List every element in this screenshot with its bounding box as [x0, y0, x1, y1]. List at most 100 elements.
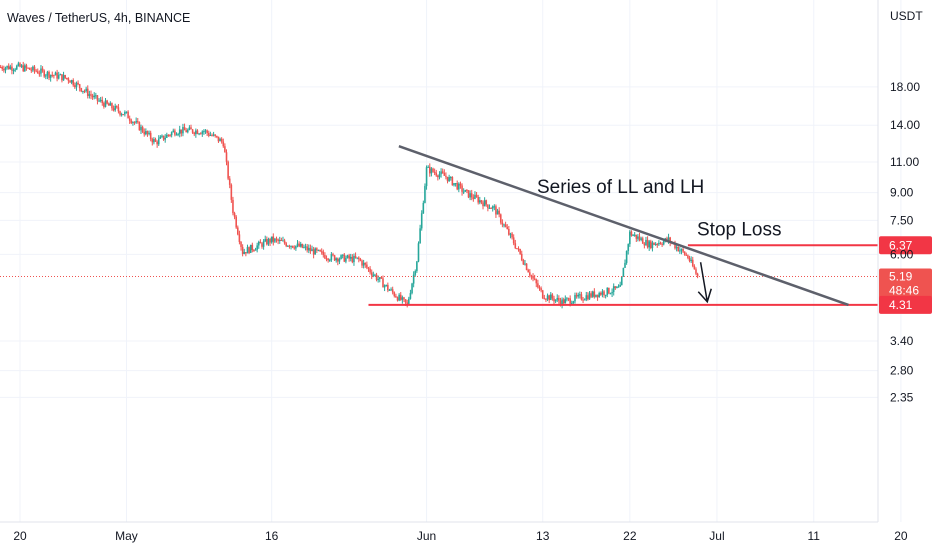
candle: [90, 90, 92, 100]
candle-body: [579, 294, 581, 296]
candle: [125, 111, 128, 114]
candle: [543, 294, 546, 300]
candle-body: [496, 210, 499, 215]
candle-body: [209, 134, 212, 136]
candle: [299, 241, 302, 248]
x-tick-label: Jun: [417, 529, 436, 543]
candle: [240, 241, 242, 251]
candle: [572, 300, 575, 305]
candle: [61, 74, 63, 83]
candle-body: [254, 249, 257, 251]
candle: [683, 251, 686, 256]
candle-body: [337, 258, 339, 262]
candle-body: [243, 252, 246, 254]
candle: [78, 83, 81, 92]
y-tick-label: 2.35: [890, 390, 914, 404]
axes: USDT 18.00 14.00 11.00 9.00 7.50 6.00 3.40 2.80 2…: [0, 0, 923, 543]
candle: [488, 204, 491, 209]
candle-body: [156, 141, 158, 145]
candle-body: [72, 80, 75, 86]
x-tick-label: Jul: [709, 529, 724, 543]
candle-body: [558, 297, 560, 301]
candle-body: [127, 111, 129, 119]
candle: [185, 127, 187, 133]
candle-body: [583, 299, 586, 301]
candle: [170, 131, 173, 138]
candle: [337, 257, 339, 266]
candle-body: [132, 122, 134, 124]
level-price-badge: [879, 236, 932, 255]
candle: [358, 256, 360, 263]
candle-body: [566, 298, 568, 300]
candle: [549, 292, 552, 301]
candle-body: [572, 301, 575, 304]
candle-body: [619, 284, 621, 287]
candle-body: [433, 171, 436, 173]
candle: [585, 291, 588, 302]
candle-body: [48, 71, 50, 78]
candle-body: [624, 262, 626, 268]
candle-body: [425, 167, 428, 187]
candle: [627, 243, 630, 255]
candle: [246, 244, 249, 254]
candle: [527, 268, 529, 273]
candle: [556, 294, 559, 302]
candle-body: [287, 245, 289, 247]
candle-body: [446, 176, 449, 182]
candle: [148, 130, 150, 136]
candle: [25, 63, 28, 71]
candle-body: [51, 74, 54, 76]
candle: [617, 284, 620, 288]
candle: [333, 254, 336, 262]
candle: [546, 293, 549, 302]
candle: [441, 168, 444, 174]
candle: [343, 253, 346, 263]
candle: [479, 196, 481, 205]
candle: [583, 298, 586, 301]
candle: [122, 114, 125, 116]
candle-body: [32, 66, 34, 71]
candle-body: [153, 139, 155, 143]
candle-body: [28, 67, 31, 70]
candle-body: [501, 222, 504, 225]
candle-body: [272, 236, 275, 242]
candle-body: [249, 244, 252, 253]
candle: [566, 296, 568, 302]
candle-body: [1, 67, 4, 70]
candle: [579, 291, 581, 299]
candle-body: [569, 298, 571, 304]
candle-body: [517, 248, 520, 250]
candle: [588, 291, 591, 300]
candle-body: [656, 243, 659, 245]
candle-body: [167, 134, 170, 136]
candle: [291, 245, 294, 249]
candle-body: [30, 69, 33, 71]
candle-body: [487, 204, 489, 209]
candle-body: [20, 65, 23, 67]
candle: [459, 181, 462, 189]
candle: [691, 256, 694, 268]
candle-body: [95, 95, 97, 97]
candle-body: [380, 277, 383, 279]
candle-body: [207, 132, 210, 136]
candle-body: [467, 190, 470, 198]
candle: [101, 96, 104, 106]
trend-line[interactable]: [398, 145, 849, 307]
candle: [54, 71, 57, 76]
arrow-head: [697, 288, 712, 304]
candle-body: [86, 88, 89, 96]
candle: [611, 288, 613, 298]
candle: [688, 255, 691, 263]
candle: [324, 252, 326, 260]
trend-line-group[interactable]: [398, 145, 849, 307]
candle-body: [598, 293, 600, 298]
candle-body: [53, 75, 55, 77]
candle-body: [196, 130, 199, 134]
candle-body: [682, 249, 684, 252]
candle: [95, 92, 97, 99]
candle: [182, 123, 184, 137]
candle-body: [77, 82, 79, 85]
